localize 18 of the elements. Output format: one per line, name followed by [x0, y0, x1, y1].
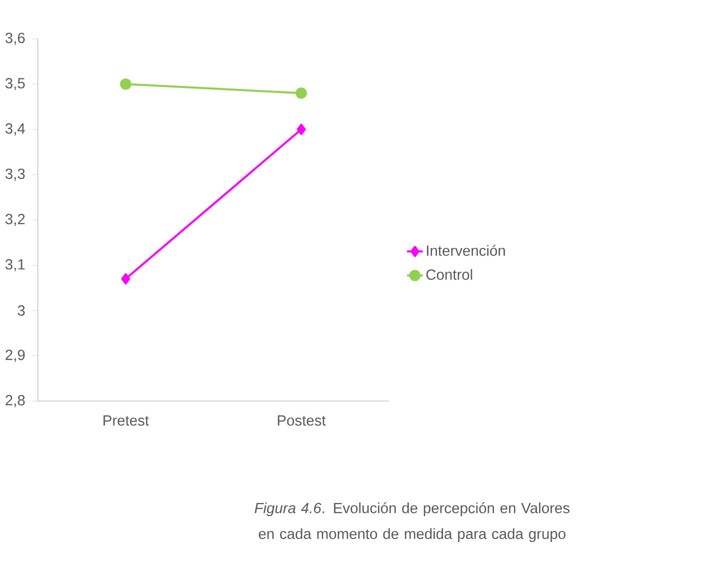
legend-label: Intervención — [426, 244, 505, 256]
y-tick-label: 2,8 — [6, 394, 25, 408]
y-tick-label: 3,5 — [5, 78, 25, 90]
legend-label: Control — [426, 269, 472, 280]
y-tick-label: 3 — [18, 305, 25, 316]
y-tick-label: 2,9 — [6, 350, 25, 362]
y-tick-label: 3,4 — [5, 123, 25, 136]
point — [296, 88, 307, 99]
point — [120, 78, 132, 90]
y-tick-label: 3,6 — [5, 32, 25, 45]
x-tick-label: Postest — [278, 415, 326, 426]
y-tick-label: 3,2 — [5, 214, 25, 226]
point — [121, 273, 130, 284]
x-tick-label: Pretest — [104, 415, 149, 426]
y-tick-label: 3,1 — [5, 259, 25, 272]
point — [296, 124, 306, 136]
text: Figura 4.6. Evolución de percepción en Valores en cada momento de medida para cada grupo — [254, 502, 570, 542]
y-tick-label: 3,3 — [5, 168, 25, 181]
